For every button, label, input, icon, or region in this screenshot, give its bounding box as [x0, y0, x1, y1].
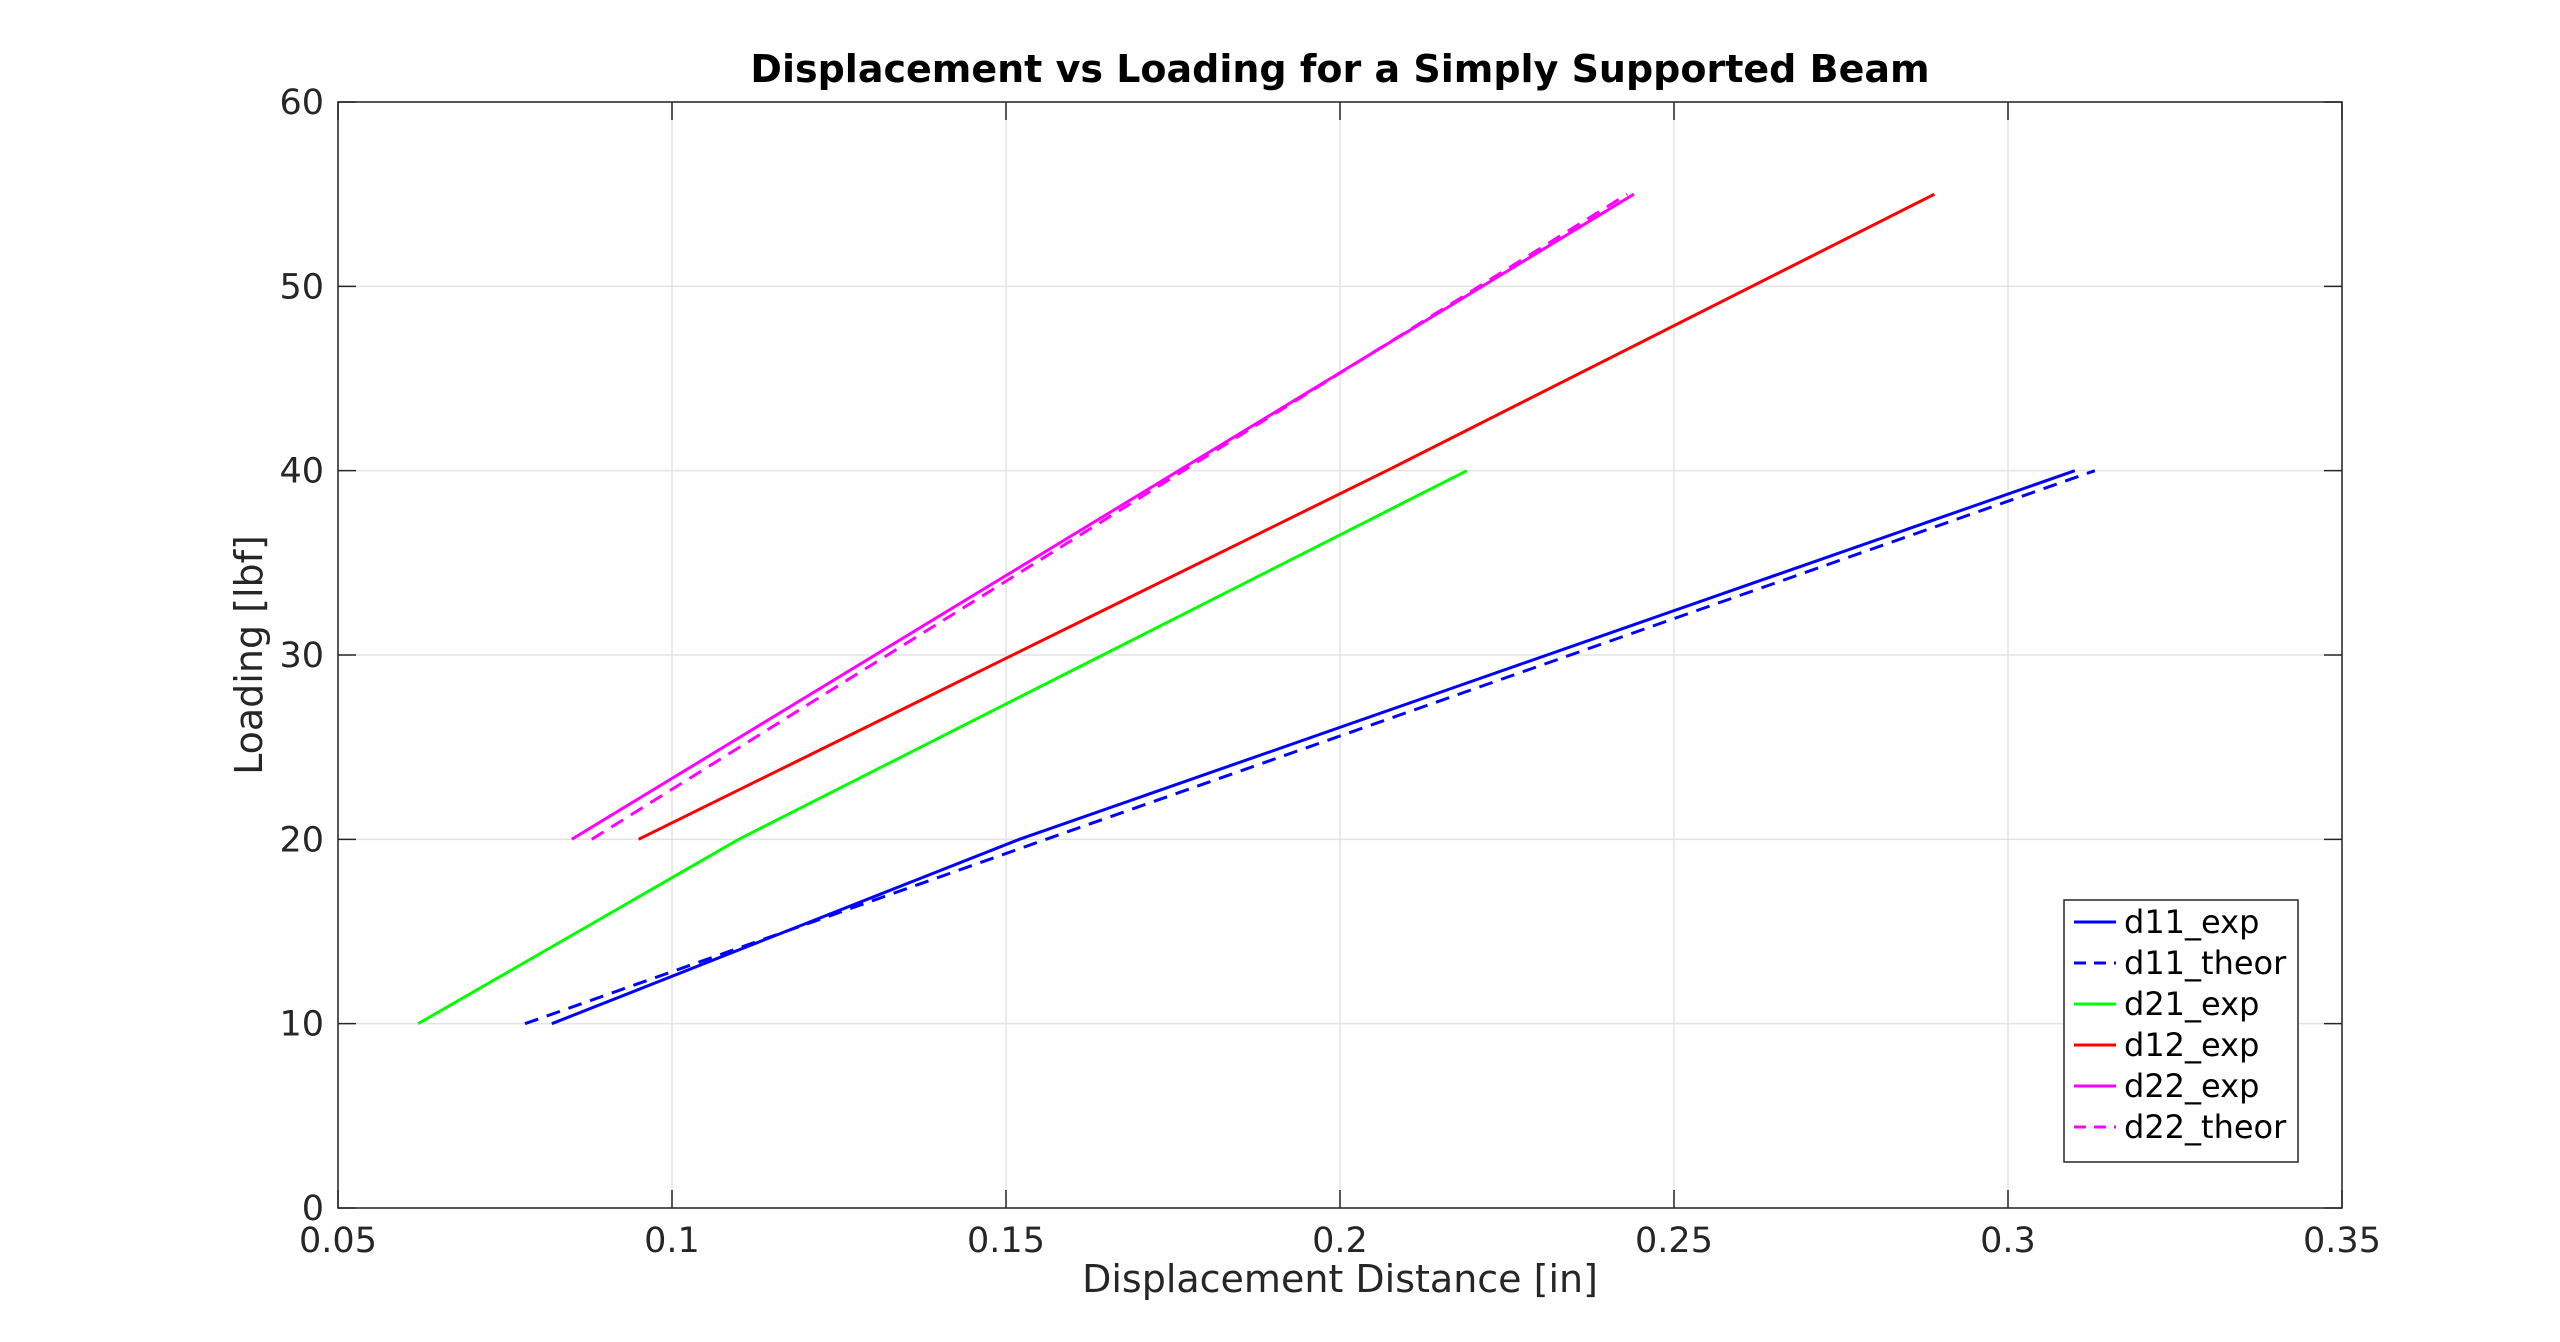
series-line-d12-exp — [637, 192, 1936, 841]
series-layer — [417, 192, 2096, 1026]
series-line-d11-theor — [524, 469, 2096, 1026]
y-tick-label: 40 — [279, 452, 324, 492]
y-tick-label: 20 — [279, 820, 324, 860]
legend-label-d21-exp: d21_exp — [2124, 985, 2259, 1023]
ticks — [337, 101, 2343, 1209]
legend-label-d22-theor: d22_theor — [2124, 1108, 2287, 1146]
legend-box — [2063, 899, 2299, 1163]
series-line-d11-exp — [551, 469, 2076, 1026]
x-tick-label: 0.35 — [2303, 1221, 2381, 1261]
legend-label-d11-theor: d11_theor — [2124, 944, 2287, 982]
y-tick-label: 30 — [279, 636, 324, 676]
x-tick-label: 0.2 — [1312, 1221, 1368, 1261]
y-tick-labels: 0 10 20 30 40 50 60 — [279, 83, 324, 1229]
series-line-d21-exp — [417, 469, 1468, 1026]
x-tick-label: 0.15 — [967, 1221, 1045, 1261]
x-tick-label: 0.1 — [644, 1221, 700, 1261]
y-tick-label: 60 — [279, 83, 324, 123]
x-axis-title: Displacement Distance [in] — [1082, 1257, 1598, 1301]
x-tick-label: 0.25 — [1635, 1221, 1713, 1261]
y-axis-title: Loading [lbf] — [227, 535, 271, 775]
legend-label-d22-exp: d22_exp — [2124, 1067, 2259, 1105]
x-tick-label: 0.05 — [299, 1221, 377, 1261]
y-tick-label: 10 — [279, 1005, 324, 1045]
legend-label-d11-exp: d11_exp — [2124, 903, 2259, 941]
y-tick-label: 50 — [279, 267, 324, 307]
legend-label-d12-exp: d12_exp — [2124, 1026, 2259, 1064]
chart-title: Displacement vs Loading for a Simply Sup… — [750, 47, 1929, 91]
x-tick-label: 0.3 — [1980, 1221, 2036, 1261]
series-line-d22-theor — [591, 192, 1628, 841]
y-tick-label: 0 — [302, 1189, 324, 1229]
legend: d11_expd11_theord21_expd12_expd22_expd22… — [2063, 899, 2299, 1163]
x-tick-labels: 0.05 0.1 0.15 0.2 0.25 0.3 0.35 — [299, 1221, 2381, 1261]
